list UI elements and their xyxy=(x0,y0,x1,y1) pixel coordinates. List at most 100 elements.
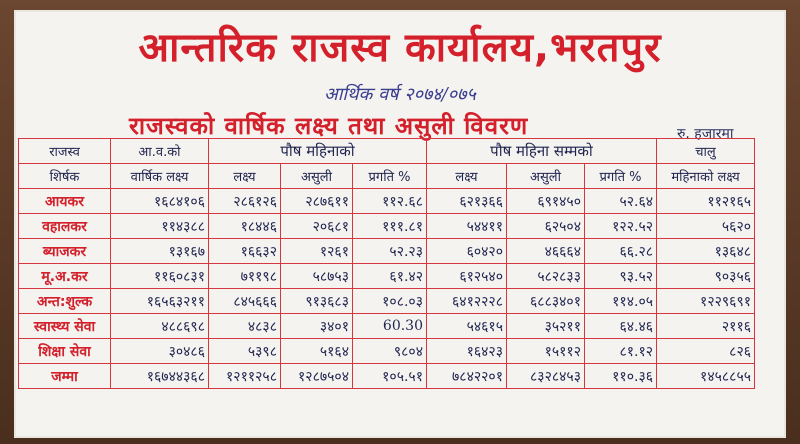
upto-target-cell: ६०४२० xyxy=(426,238,507,264)
upto-progress-cell: ६४.४६ xyxy=(583,313,658,339)
month-target-cell: ७११९८ xyxy=(208,263,281,289)
annual-target-header-line1: आ.व.को xyxy=(110,138,209,164)
upto-month-group-header: पौष महिना सम्मको xyxy=(425,138,658,164)
upto-target-header: लक्ष्य xyxy=(426,163,507,189)
sub-head-col-header: शिर्षक xyxy=(18,163,111,189)
current-target-header-line1: चालु xyxy=(656,138,756,164)
upto-progress-cell: ९३.५२ xyxy=(583,263,658,289)
upto-target-cell: ६१२५४० xyxy=(426,263,507,289)
fiscal-year-label: आर्थिक वर्ष २०७४/०७५ xyxy=(324,84,476,105)
table-row: वहालकर ११४३८८ १८४४६ २०६८१ १११.८१ ५४४११ ६… xyxy=(18,213,756,239)
upto-collection-cell: ५८२८३३ xyxy=(506,263,585,289)
row-label: ब्याजकर xyxy=(18,238,111,264)
upto-collection-cell: ६२५०४ xyxy=(506,213,585,239)
table-row: ब्याजकर १३१६७ १६६३२ १२६१ ५२.२३ ६०४२० ४६६… xyxy=(18,238,756,264)
month-progress-cell: ११२.६८ xyxy=(352,188,427,214)
upto-progress-cell: ११०.३६ xyxy=(583,363,658,389)
upto-collection-cell: ६९१४५० xyxy=(506,188,585,214)
month-collection-cell: २०६८१ xyxy=(280,213,353,239)
month-collection-header: असुली xyxy=(280,163,353,189)
month-target-cell: ४८३८ xyxy=(208,313,281,339)
table-row: अन्त:शुल्क १६५६३२११ ८४५६६६ ९१३६८३ १०८.०३… xyxy=(18,288,756,314)
total-label: जम्मा xyxy=(18,363,111,389)
upto-progress-header: प्रगति % xyxy=(583,163,658,189)
month-progress-cell: १०५.५१ xyxy=(352,363,427,389)
row-label: मू.अ.कर xyxy=(18,263,111,289)
month-target-cell: ५३९८ xyxy=(208,338,281,364)
current-target-cell: ९०३५६ xyxy=(656,263,756,289)
month-progress-cell: १०८.०३ xyxy=(352,288,427,314)
revenue-table: राजस्व आ.व.को पौष महिनाको पौष महिना सम्म… xyxy=(18,138,756,389)
month-target-cell: ८४५६६६ xyxy=(208,288,281,314)
table-row: मू.अ.कर ११६०८३१ ७११९८ ५८७५३ ६१.४२ ६१२५४०… xyxy=(18,263,756,289)
table-row: स्वास्थ्य सेवा ४८८६९८ ४८३८ ३४०१ 60.30 ५४… xyxy=(18,313,756,339)
upto-progress-cell: १२२.५२ xyxy=(583,213,658,239)
annual-target-cell: १६७४४३६८ xyxy=(110,363,209,389)
upto-collection-cell: ८३२८४५३ xyxy=(506,363,585,389)
month-collection-cell: ५८७५३ xyxy=(280,263,353,289)
annual-target-cell: १६८४१०६ xyxy=(110,188,209,214)
upto-collection-cell: ४६६६४ xyxy=(506,238,585,264)
table-row: शिक्षा सेवा ३०४८६ ५३९८ ५१६४ ९८०४ १६४२३ १… xyxy=(18,338,756,364)
upto-progress-cell: ११४.०५ xyxy=(583,288,658,314)
annual-target-cell: ४८८६९८ xyxy=(110,313,209,339)
current-target-cell: ११२१६५ xyxy=(656,188,756,214)
upto-collection-cell: १५११२ xyxy=(506,338,585,364)
current-target-cell: १२२९६९१ xyxy=(656,288,756,314)
upto-collection-cell: ६८८३४०१ xyxy=(506,288,585,314)
month-group-header: पौष महिनाको xyxy=(208,138,427,164)
board-subtitle: राजस्वको वार्षिक लक्ष्य तथा असुली विवरण xyxy=(129,112,529,140)
month-progress-cell: 60.30 xyxy=(352,313,427,339)
office-title: आन्तरिक राजस्व कार्यालय,भरतपुर xyxy=(138,25,662,71)
annual-target-cell: १३१६७ xyxy=(110,238,209,264)
table-row: आयकर १६८४१०६ २८६१२६ २८७६११ ११२.६८ ६२१३६६… xyxy=(18,188,756,214)
head-col-header: राजस्व xyxy=(18,138,111,164)
month-progress-header: प्रगति % xyxy=(352,163,427,189)
row-label: स्वास्थ्य सेवा xyxy=(18,313,111,339)
month-collection-cell: ९१३६८३ xyxy=(280,288,353,314)
upto-collection-cell: ३५२११ xyxy=(506,313,585,339)
upto-target-cell: ५४६१५ xyxy=(426,313,507,339)
month-progress-cell: ९८०४ xyxy=(352,338,427,364)
annual-target-cell: ३०४८६ xyxy=(110,338,209,364)
upto-target-cell: ६२१३६६ xyxy=(426,188,507,214)
month-target-cell: २८६१२६ xyxy=(208,188,281,214)
upto-target-cell: ५४४११ xyxy=(426,213,507,239)
month-collection-cell: १२८७५०४ xyxy=(280,363,353,389)
current-target-header-line2: महिनाको लक्ष्य xyxy=(656,163,756,189)
month-collection-cell: १२६१ xyxy=(280,238,353,264)
month-target-header: लक्ष्य xyxy=(208,163,281,189)
upto-progress-cell: ६६.२८ xyxy=(583,238,658,264)
current-target-cell: १४५८८५५ xyxy=(656,363,756,389)
upto-target-cell: ७८४२२०१ xyxy=(426,363,507,389)
month-progress-cell: ६१.४२ xyxy=(352,263,427,289)
month-collection-cell: २८७६११ xyxy=(280,188,353,214)
month-target-cell: १६६३२ xyxy=(208,238,281,264)
total-row: जम्मा १६७४४३६८ १२११२५८ १२८७५०४ १०५.५१ ७८… xyxy=(18,363,756,389)
month-progress-cell: ५२.२३ xyxy=(352,238,427,264)
row-label: शिक्षा सेवा xyxy=(18,338,111,364)
row-label: वहालकर xyxy=(18,213,111,239)
annual-target-cell: ११६०८३१ xyxy=(110,263,209,289)
row-label: अन्त:शुल्क xyxy=(18,288,111,314)
upto-progress-cell: ८१.१२ xyxy=(583,338,658,364)
current-target-cell: १३६४८ xyxy=(656,238,756,264)
current-target-cell: ८२६ xyxy=(656,338,756,364)
annual-target-cell: १६५६३२११ xyxy=(110,288,209,314)
current-target-cell: २११६ xyxy=(656,313,756,339)
month-collection-cell: ५१६४ xyxy=(280,338,353,364)
month-collection-cell: ३४०१ xyxy=(280,313,353,339)
table-header-row-2: शिर्षक वार्षिक लक्ष्य लक्ष्य असुली प्रगत… xyxy=(18,163,756,189)
annual-target-cell: ११४३८८ xyxy=(110,213,209,239)
annual-target-header-line2: वार्षिक लक्ष्य xyxy=(110,163,209,189)
upto-target-cell: १६४२३ xyxy=(426,338,507,364)
upto-target-cell: ६४१२२२८ xyxy=(426,288,507,314)
upto-progress-cell: ५२.६४ xyxy=(583,188,658,214)
current-target-cell: ५६२० xyxy=(656,213,756,239)
table-header-row-1: राजस्व आ.व.को पौष महिनाको पौष महिना सम्म… xyxy=(18,138,756,164)
upto-collection-header: असुली xyxy=(506,163,585,189)
month-target-cell: १८४४६ xyxy=(208,213,281,239)
month-target-cell: १२११२५८ xyxy=(208,363,281,389)
row-label: आयकर xyxy=(18,188,111,214)
month-progress-cell: १११.८१ xyxy=(352,213,427,239)
